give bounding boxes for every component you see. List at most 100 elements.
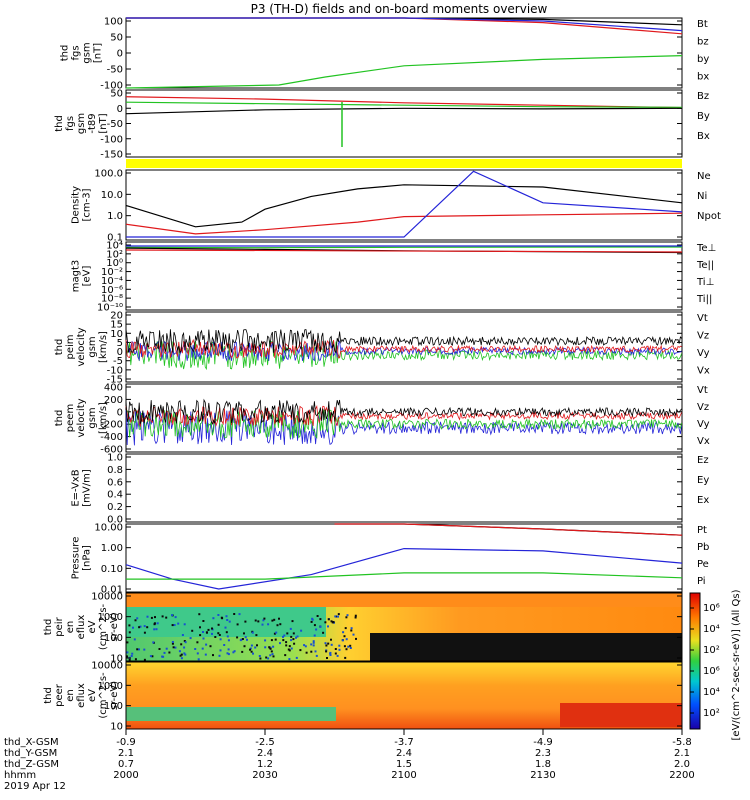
spectrogram-ion-pixel: [263, 617, 266, 620]
legend-temperature: Te⊥ Te|| Ti⊥ Ti||: [696, 243, 716, 305]
spectrogram-ion-pixel: [264, 646, 267, 649]
spectrogram-ion-pixel: [346, 614, 349, 617]
spectrogram-ion-pixel: [314, 650, 317, 653]
spectrogram-ion-pixel: [241, 638, 244, 640]
spectrogram-ion-pixel: [202, 631, 204, 633]
y-tick-label: 1.0: [107, 211, 123, 222]
y-tick-label: 10: [110, 329, 123, 340]
spectrogram-ion-pixel: [282, 639, 285, 642]
y-tick-label: 1000: [98, 681, 123, 692]
spectrogram-ion-pixel: [189, 637, 192, 640]
spectrogram-ion-pixel: [347, 645, 350, 648]
x-tick-label-z: 1.8: [535, 759, 551, 770]
legend-fgs_t89: Bz By Bx: [697, 91, 710, 142]
y-tick-label: 200: [104, 395, 123, 406]
colorbar: 10⁶ 10⁴ 10² 10⁶ 10⁴ 10² [eV/(cm^2-sec-sr-eV)]…: [689, 589, 742, 740]
y-tick-label: 10.0: [101, 190, 123, 201]
y-tick-label: 400: [104, 383, 123, 394]
y-axis-label: [km/s]: [98, 331, 109, 363]
spectrogram-ion-pixel: [151, 655, 154, 658]
spectrogram-ion-pixel: [134, 658, 137, 661]
spectrogram-ion-pixel: [268, 646, 271, 649]
spectrogram-ion-pixel: [181, 634, 184, 636]
spectrogram-ion-pixel: [295, 656, 298, 659]
y-tick-label: -600: [100, 445, 123, 456]
y-tick-label: 100: [104, 701, 123, 712]
panel-frame: [125, 311, 683, 383]
spectrogram-ion-pixel: [236, 636, 239, 639]
spectrogram-ion-pixel: [223, 644, 226, 646]
y-tick-label: -5: [113, 356, 123, 367]
spectrogram-ion-pixel: [243, 645, 246, 648]
spectrogram-ion-pixel: [184, 641, 187, 644]
spectrogram-ion-pixel: [344, 656, 347, 659]
spectrogram-ion-pixel: [303, 644, 306, 647]
y-axis-label: thd: [54, 339, 65, 356]
spectrogram-ion-pixel: [279, 642, 281, 645]
legend-density: Ne Ni Npot: [697, 171, 721, 222]
spectrogram-ion-pixel: [312, 641, 315, 644]
x-tick-label-x: -2.5: [255, 737, 275, 748]
spectrogram-ion-pixel: [251, 631, 254, 634]
spectrogram-ion-pixel: [272, 655, 275, 658]
series-Ni: [125, 184, 683, 228]
spectrogram-ion-pixel: [199, 626, 201, 629]
series-Ti||: [125, 246, 683, 249]
spectrogram-ion-pixel: [212, 654, 214, 657]
quality-flag-bar: [126, 159, 682, 168]
x-tick-label-y: 2.4: [257, 748, 273, 759]
x-tick-label-hhmm: 2100: [391, 770, 416, 781]
spectrogram-ion-pixel: [233, 613, 236, 615]
spectrogram-ion-pixel: [126, 651, 129, 654]
y-tick-label: 0.10: [101, 564, 123, 575]
spectrogram-ion-pixel: [226, 619, 229, 621]
spectrogram-ion-pixel: [201, 647, 204, 650]
spectrogram-ion-pixel: [285, 644, 288, 647]
colorbar-tick-label: 10⁴: [703, 624, 720, 635]
y-axis-label: E=-VxB: [71, 469, 82, 506]
legend-item: Vx: [697, 436, 710, 447]
colorbar-gradient: [689, 592, 701, 730]
x-axis-row-label: 2019 Apr 12: [4, 781, 66, 792]
y-axis-label: thd: [54, 410, 65, 427]
spectrogram-ion-pixel: [290, 635, 293, 638]
spectrogram-ion-pixel: [271, 619, 274, 622]
spectrogram-ion-pixel: [256, 644, 258, 647]
spectrogram-ion-pixel: [136, 648, 139, 651]
spectrogram-ion-pixel: [218, 634, 221, 636]
legend-item: Pe: [697, 559, 709, 570]
spectrogram-ion-pixel: [197, 658, 200, 661]
x-tick-label-x: -3.7: [394, 737, 414, 748]
spectrogram-ion-pixel: [274, 638, 277, 641]
y-axis-label: thd: [54, 115, 65, 132]
spectrogram-ion-pixel: [312, 640, 315, 643]
spectrogram-ion-pixel: [246, 638, 248, 641]
spectrogram-ion-pixel: [289, 627, 292, 630]
spectrogram-ion-pixel: [269, 647, 272, 650]
panel-pressure: 10.00 1.00 0.10 0.01 Pressure [nPa] Pt Pb Pe Pi: [71, 523, 710, 596]
y-tick-label: 10⁻²: [101, 267, 123, 278]
spectrogram-ion-pixel: [319, 618, 322, 621]
y-tick-label: -100: [100, 134, 123, 145]
spectrogram-ion-pixel: [183, 640, 186, 642]
spectrogram-ion-pixel: [217, 614, 220, 616]
spectrogram-ion-pixel: [283, 634, 286, 637]
spectrogram-ion-pixel: [267, 657, 270, 660]
y-tick-label: 0.8: [107, 465, 123, 476]
spectrogram-ion-pixel: [227, 653, 230, 656]
legend-fgs: Bt bz by bx: [697, 19, 709, 83]
spectrogram-ion-pixel: [305, 651, 308, 654]
spectrogram-ion-pixel: [226, 635, 229, 638]
spectrogram-ion-pixel: [293, 642, 296, 645]
y-tick-label: -200: [100, 420, 123, 431]
colorbar-tick-label: 10⁶: [703, 603, 720, 614]
legend-item: Vx: [697, 366, 710, 377]
y-axis-label: thd: [43, 619, 54, 636]
spectrogram-ion-pixel: [139, 625, 142, 628]
x-tick-label-hhmm: 2200: [669, 770, 694, 781]
series-Bz: [125, 96, 683, 109]
panel-frame: [125, 241, 683, 311]
spectrogram-ion-pixel: [254, 619, 257, 622]
legend-item: Npot: [697, 211, 721, 222]
